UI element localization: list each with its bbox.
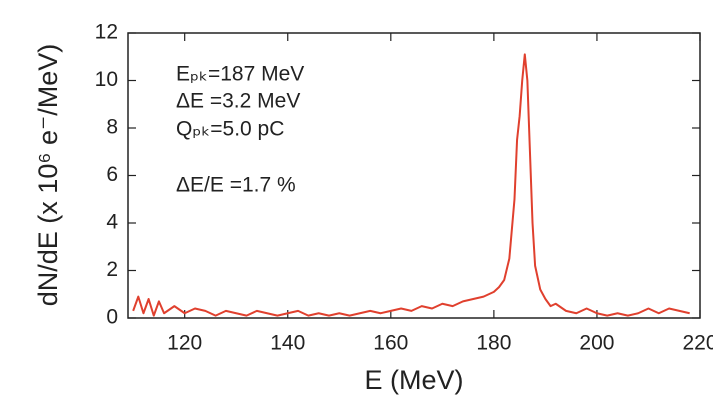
- y-tick-label: 4: [106, 211, 118, 234]
- data-line: [132, 53, 690, 317]
- y-tick-label: 12: [95, 21, 118, 44]
- x-tick-label: 220: [682, 332, 713, 355]
- x-tick-label: 120: [167, 332, 202, 355]
- x-tick-label: 140: [270, 332, 305, 355]
- y-tick-label: 2: [106, 258, 118, 281]
- annotation: Eₚₖ=187 MeV: [176, 63, 304, 86]
- y-tick-label: 8: [106, 116, 118, 139]
- y-tick-label: 6: [106, 163, 118, 186]
- x-tick-label: 180: [476, 332, 511, 355]
- annotation: Qₚₖ=5.0 pC: [176, 118, 284, 141]
- x-tick-label: 160: [373, 332, 408, 355]
- y-axis-title: dN/dE (x 10⁶ e⁻/MeV): [33, 44, 63, 306]
- annotation: ΔE =3.2 MeV: [176, 90, 300, 113]
- y-tick-label: 0: [106, 306, 118, 329]
- annotation: ΔE/E =1.7 %: [176, 174, 296, 197]
- x-tick-label: 200: [579, 332, 614, 355]
- x-axis-title: E (MeV): [364, 365, 463, 395]
- y-tick-label: 10: [95, 68, 118, 91]
